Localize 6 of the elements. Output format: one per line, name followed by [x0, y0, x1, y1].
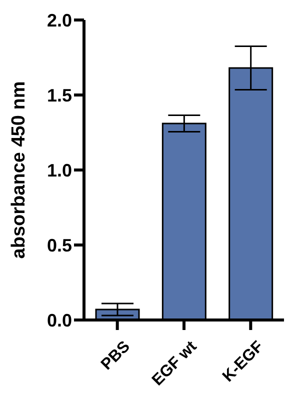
y-tick-label: 0.0 — [46, 310, 72, 330]
y-tick-label: 2.0 — [46, 10, 72, 30]
y-tick-label: 1.5 — [46, 85, 72, 106]
y-axis-title: absorbance 450 nm — [8, 81, 30, 259]
y-tick-label: 1.0 — [46, 160, 72, 180]
y-tick-label: 0.5 — [46, 235, 72, 256]
